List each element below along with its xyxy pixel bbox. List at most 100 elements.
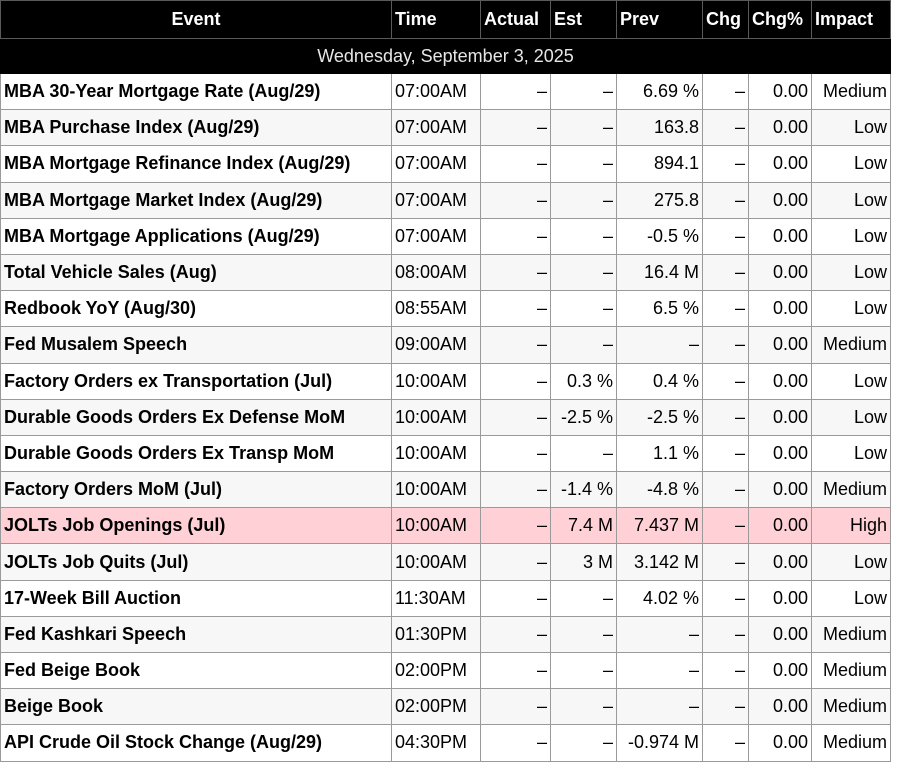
event-name-cell[interactable]: Factory Orders ex Transportation (Jul) [0,362,392,400]
prev-cell: 0.4 % [616,362,703,400]
chg-cell: – [702,145,749,183]
impact-cell: Low [811,290,891,328]
chg-cell: – [702,688,749,726]
est-cell: -2.5 % [550,398,617,436]
actual-cell: – [480,109,551,147]
event-name-cell[interactable]: MBA Mortgage Market Index (Aug/29) [0,181,392,219]
event-name-cell[interactable]: JOLTs Job Quits (Jul) [0,543,392,581]
table-row[interactable]: MBA 30-Year Mortgage Rate (Aug/29) 07:00A… [0,72,891,111]
prev-cell: 4.02 % [616,579,703,617]
table-row[interactable]: Total Vehicle Sales (Aug) 08:00AM – –16.4 M… [0,253,891,292]
event-name-cell[interactable]: 17-Week Bill Auction [0,579,392,617]
est-cell: – [550,688,617,726]
table-row[interactable]: MBA Purchase Index (Aug/29) 07:00AM – –163.… [0,109,891,147]
impact-cell: High [811,507,891,545]
impact-cell: Low [811,543,891,581]
chg-pct-cell: 0.00 [748,615,812,654]
chg-cell: – [702,471,749,509]
time-cell: 02:00PM [391,688,481,726]
actual-cell: – [480,398,551,436]
table-row[interactable]: Factory Orders ex Transportation (Jul) 10… [0,362,891,400]
column-header-event[interactable]: Event [0,0,392,39]
time-cell: 04:30PM [391,724,481,762]
table-row[interactable]: Durable Goods Orders Ex Defense MoM 10:00… [0,398,891,436]
chg-pct-cell: 0.00 [748,507,812,545]
chg-pct-cell: 0.00 [748,543,812,581]
time-cell: 08:55AM [391,290,481,328]
event-name-cell[interactable]: MBA Mortgage Refinance Index (Aug/29) [0,145,392,183]
table-row[interactable]: Fed Musalem Speech 09:00AM – – – –0.00 Medium [0,326,891,364]
event-name-cell[interactable]: Fed Musalem Speech [0,326,392,364]
time-cell: 09:00AM [391,326,481,364]
table-row[interactable]: Beige Book 02:00PM – – – –0.00 Medium [0,688,891,726]
actual-cell: – [480,579,551,617]
chg-pct-cell: 0.00 [748,326,812,364]
event-name-cell[interactable]: Durable Goods Orders Ex Transp MoM [0,434,392,473]
table-row[interactable]: Durable Goods Orders Ex Transp MoM 10:00A… [0,434,891,473]
time-cell: 10:00AM [391,434,481,473]
impact-cell: Low [811,109,891,147]
event-name-cell[interactable]: Durable Goods Orders Ex Defense MoM [0,398,392,436]
time-cell: 07:00AM [391,145,481,183]
prev-cell: -0.5 % [616,217,703,255]
event-name-cell[interactable]: MBA 30-Year Mortgage Rate (Aug/29) [0,72,392,111]
prev-cell: – [616,651,703,690]
actual-cell: – [480,471,551,509]
table-row[interactable]: JOLTs Job Quits (Jul) 10:00AM –3 M 3.142 M –… [0,543,891,581]
event-name-cell[interactable]: JOLTs Job Openings (Jul) [0,507,392,545]
column-header-actual[interactable]: Actual [480,0,551,39]
table-row[interactable]: MBA Mortgage Market Index (Aug/29) 07:00A… [0,181,891,219]
event-name-cell[interactable]: Fed Kashkari Speech [0,615,392,654]
column-header-prev[interactable]: Prev [616,0,703,39]
chg-pct-cell: 0.00 [748,109,812,147]
chg-cell: – [702,109,749,147]
impact-cell: Low [811,398,891,436]
chg-pct-cell: 0.00 [748,434,812,473]
est-cell: – [550,290,617,328]
column-header-chg-pct[interactable]: Chg% [748,0,812,39]
prev-cell: – [616,615,703,654]
impact-cell: Low [811,181,891,219]
event-name-cell[interactable]: MBA Purchase Index (Aug/29) [0,109,392,147]
prev-cell: 275.8 [616,181,703,219]
table-row[interactable]: Factory Orders MoM (Jul) 10:00AM – -1.4 % -4… [0,471,891,509]
table-row[interactable]: Fed Kashkari Speech 01:30PM – – – –0.00 Medium [0,615,891,654]
chg-cell: – [702,615,749,654]
table-row[interactable]: API Crude Oil Stock Change (Aug/29) 04:30… [0,724,891,762]
event-name-cell[interactable]: Fed Beige Book [0,651,392,690]
table-row[interactable]: JOLTs Job Openings (Jul) 10:00AM –7.4 M 7.4… [0,507,891,545]
prev-cell: 16.4 M [616,253,703,292]
prev-cell: -0.974 M [616,724,703,762]
event-name-cell[interactable]: Redbook YoY (Aug/30) [0,290,392,328]
prev-cell: 163.8 [616,109,703,147]
table-row[interactable]: 17-Week Bill Auction 11:30AM – –4.02 % –0.00… [0,579,891,617]
time-cell: 02:00PM [391,651,481,690]
est-cell: – [550,253,617,292]
event-name-cell[interactable]: Factory Orders MoM (Jul) [0,471,392,509]
event-name-cell[interactable]: Total Vehicle Sales (Aug) [0,253,392,292]
table-row[interactable]: MBA Mortgage Applications (Aug/29) 07:00A… [0,217,891,255]
time-cell: 07:00AM [391,109,481,147]
est-cell: 0.3 % [550,362,617,400]
chg-cell: – [702,72,749,111]
column-header-est[interactable]: Est [550,0,617,39]
est-cell: – [550,181,617,219]
column-header-impact[interactable]: Impact [811,0,891,39]
time-cell: 10:00AM [391,398,481,436]
column-header-time[interactable]: Time [391,0,481,39]
column-header-chg[interactable]: Chg [702,0,749,39]
chg-pct-cell: 0.00 [748,181,812,219]
table-row[interactable]: Redbook YoY (Aug/30) 08:55AM – –6.5 % –0.00 L… [0,290,891,328]
economic-calendar-table: Event Time Actual Est Prev Chg Chg% Impa… [0,0,891,762]
impact-cell: Low [811,362,891,400]
est-cell: 3 M [550,543,617,581]
event-name-cell[interactable]: Beige Book [0,688,392,726]
est-cell: – [550,326,617,364]
event-name-cell[interactable]: MBA Mortgage Applications (Aug/29) [0,217,392,255]
table-row[interactable]: Fed Beige Book 02:00PM – – – –0.00 Medium [0,651,891,690]
event-name-cell[interactable]: API Crude Oil Stock Change (Aug/29) [0,724,392,762]
date-row: Wednesday, September 3, 2025 [0,38,891,74]
table-row[interactable]: MBA Mortgage Refinance Index (Aug/29) 07:… [0,145,891,183]
chg-cell: – [702,579,749,617]
est-cell: – [550,724,617,762]
